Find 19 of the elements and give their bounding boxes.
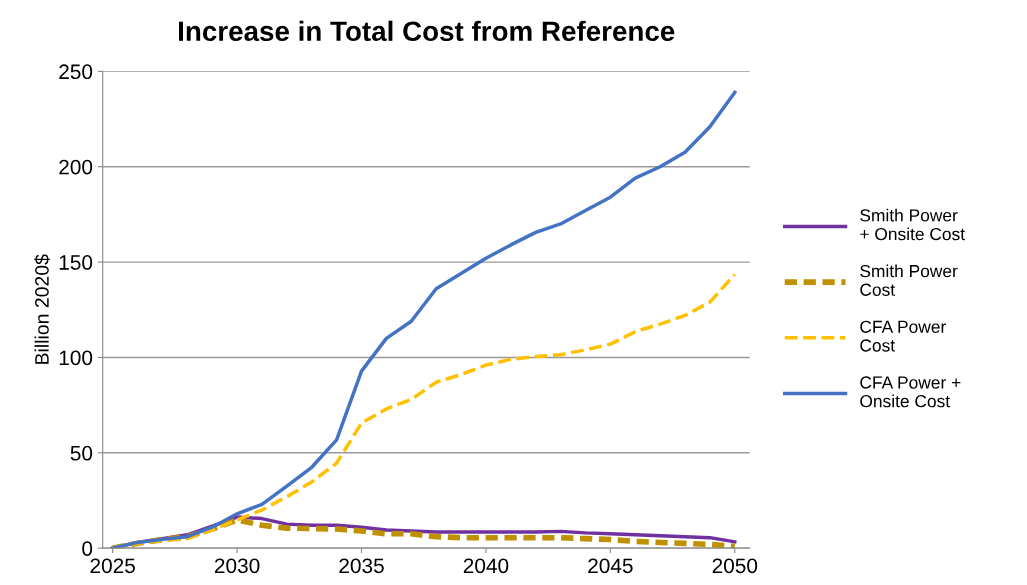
legend-label: Smith Power Cost: [860, 264, 958, 296]
x-tick-label: 2035: [339, 558, 384, 574]
legend-label: Smith Power + Onsite Cost: [860, 208, 965, 241]
x-tick-label: 2045: [588, 558, 633, 574]
y-tick-label: 250: [59, 64, 93, 80]
y-tick-label: 0: [82, 541, 93, 556]
x-tick-label: 2040: [463, 558, 509, 574]
legend-label: CFA Power Cost: [860, 320, 946, 352]
y-axis-title: Billion 2020$: [34, 254, 50, 364]
y-tick-label: 200: [59, 159, 93, 175]
x-tick-label: 2030: [214, 558, 260, 574]
legend-label: CFA Power + Onsite Cost: [860, 376, 961, 408]
x-tick-label: 2025: [90, 558, 135, 574]
line-series: [110, 90, 737, 549]
x-tick-label: 2050: [712, 558, 758, 574]
chart-title: Increase in Total Cost from Reference: [179, 20, 675, 42]
y-tick-label: 100: [59, 350, 93, 366]
y-tick-label: 150: [59, 255, 93, 270]
y-tick-label: 50: [70, 445, 93, 461]
